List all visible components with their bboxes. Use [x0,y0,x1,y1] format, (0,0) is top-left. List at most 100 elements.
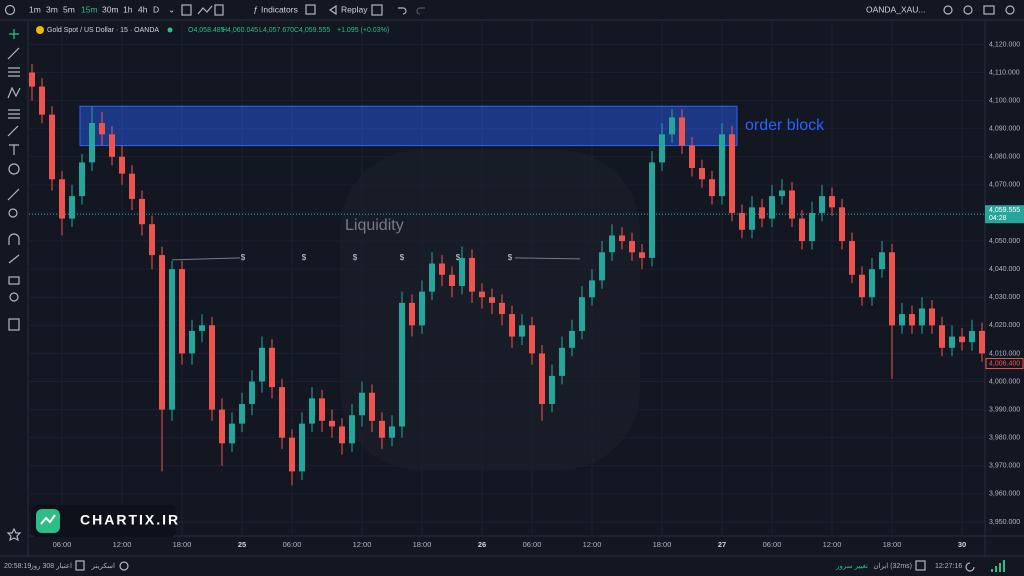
legend-text: L4,057.670 [259,27,294,34]
candle-body [729,134,735,213]
y-tick-label: 3,960.000 [989,491,1020,498]
status-clock: 20:58:19 [4,563,31,570]
interval-button[interactable]: 5m [63,4,75,14]
visibility-tool[interactable] [9,292,19,302]
candle-body [129,173,135,199]
replay-button[interactable]: Replay [341,4,368,14]
pattern-tool[interactable] [7,86,21,99]
interval-button[interactable]: 3m [46,4,58,14]
candle-body [59,179,65,219]
alert-icon[interactable] [943,5,953,15]
interval-button[interactable]: 15m [81,4,98,14]
candle-body [489,297,495,303]
interval-button[interactable]: 4h [138,4,148,14]
zoom-tool[interactable] [8,208,18,218]
redo-icon[interactable] [416,7,425,15]
delete-tool[interactable] [8,318,20,331]
candle-body [739,212,745,230]
order-block-label: order block [745,117,825,134]
status-server[interactable]: تغییر سرور [835,563,868,570]
candle-body [809,212,815,242]
prediction-tool[interactable] [8,109,20,119]
liquidity-marker: $ [302,253,307,262]
emoji-tool[interactable] [8,163,20,175]
x-tick-label: 30 [958,540,966,549]
candle-body [569,330,575,348]
candle-body [109,134,115,157]
top-toolbar [0,0,1024,20]
y-tick-label: 4,080.000 [989,154,1020,161]
undo-icon[interactable] [398,7,407,15]
liquidity-line [514,257,581,260]
candle-body [249,381,255,404]
favorites-tool[interactable] [6,527,22,542]
candle-body [509,314,515,337]
add-symbol-icon[interactable] [4,4,16,16]
x-tick-label: 06:00 [763,540,782,549]
liquidity-label: Liquidity [345,217,404,234]
candle-body [949,336,955,348]
fib-tool[interactable] [8,67,20,77]
bar-type-icon[interactable] [214,4,224,16]
candle-body [149,224,155,256]
candle-body [679,117,685,146]
candle-body [329,420,335,427]
line-type-icon[interactable] [197,5,213,15]
x-tick-label: 06:00 [53,540,72,549]
candle-body [899,314,905,326]
interval-button[interactable]: 1h [123,4,133,14]
candle-body [549,375,555,404]
candle-body [819,196,825,213]
candle-body [689,145,695,169]
interval-button[interactable]: 1m [29,4,41,14]
status-screener[interactable]: اسکرینر [91,562,116,570]
candle-body [369,392,375,421]
candle-body [789,190,795,219]
layouts-icon[interactable] [305,4,316,15]
crosshair-tool[interactable] [9,29,19,39]
interval-group: 1m 3m 5m 15m 30m 1h 4h D [29,4,159,14]
refresh-icon[interactable] [965,562,975,572]
candle-body [89,123,95,163]
menu-icon[interactable] [1005,5,1015,15]
region-icon [915,560,926,571]
x-tick-label: 18:00 [413,540,432,549]
y-tick-label: 4,010.000 [989,350,1020,357]
magnet-tool[interactable] [8,233,20,245]
screener-icon [119,561,129,571]
symbol-search[interactable]: OANDA_XAU... [866,4,926,14]
market-status-dot [167,27,173,33]
ruler-tool[interactable] [7,188,20,201]
chart-type-icon[interactable] [181,4,192,16]
draw-mode-tool[interactable] [8,254,20,264]
y-tick-label: 4,050.000 [989,238,1020,245]
x-tick-label: 06:00 [523,540,542,549]
candle-body [909,314,915,326]
trend-line-tool[interactable] [7,47,20,60]
x-tick-label: 18:00 [883,540,902,549]
candle-body [219,409,225,444]
indicators-button[interactable]: Indicators [261,4,298,14]
candle-body [79,162,85,197]
brush-tool[interactable] [7,125,19,137]
replay-icon [328,4,337,16]
snapshot-icon[interactable] [983,5,995,15]
settings-icon[interactable] [963,5,973,15]
interval-button[interactable]: D [153,4,159,14]
fullscreen-icon[interactable] [371,4,383,16]
candle-body [269,347,275,388]
lock-tool[interactable] [8,276,20,285]
candle-body [659,134,665,163]
marked-price-tag [985,358,1024,370]
candle-body [319,398,325,421]
interval-button[interactable]: 30m [102,4,119,14]
y-tick-label: 4,000.000 [989,378,1020,385]
candle-body [69,196,75,219]
text-tool[interactable] [9,144,19,155]
candle-body [539,353,545,404]
candle-body [279,387,285,438]
interval-dropdown[interactable]: ⌄ [168,4,175,14]
status-region: ایران (32ms) [873,562,912,570]
x-tick-label: 06:00 [283,540,302,549]
plot-area: 3,950.000 3,960.000 3,970.000 3,980.000 3,99… [29,21,1024,556]
